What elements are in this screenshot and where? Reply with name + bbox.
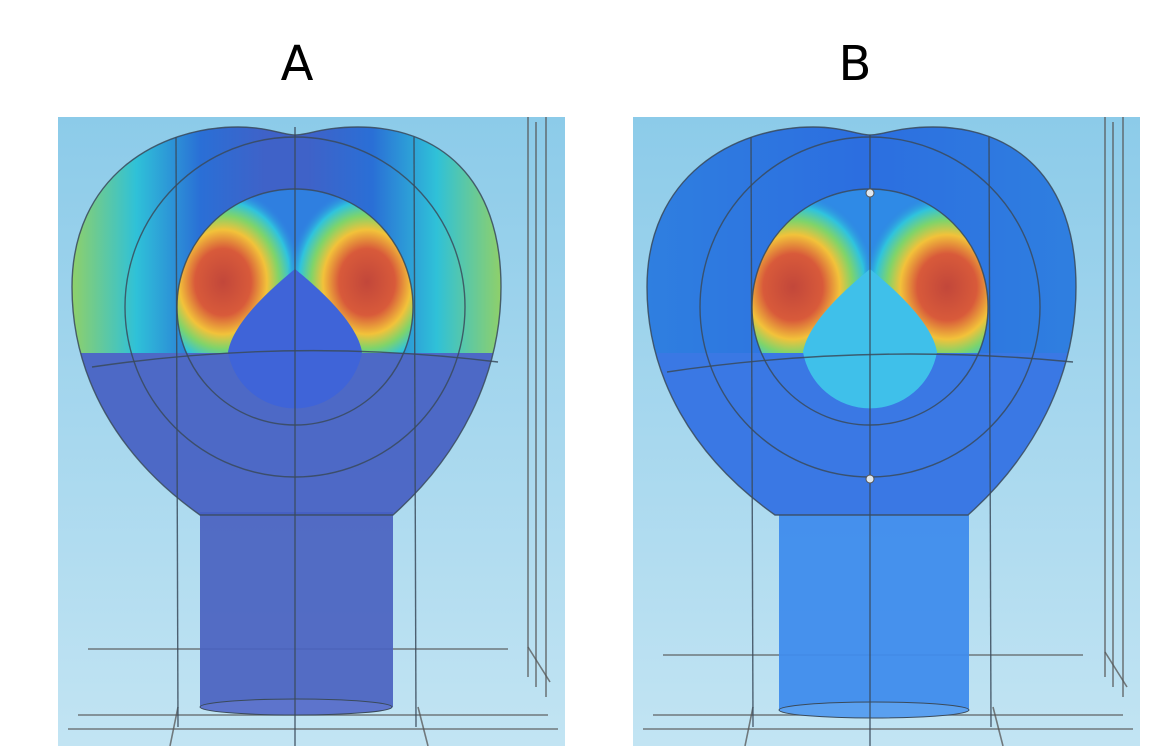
panel-label: A [281,36,314,92]
panel [58,117,565,746]
panel [633,117,1140,746]
figure: A B [0,0,1155,746]
panel-label: B [839,36,872,92]
